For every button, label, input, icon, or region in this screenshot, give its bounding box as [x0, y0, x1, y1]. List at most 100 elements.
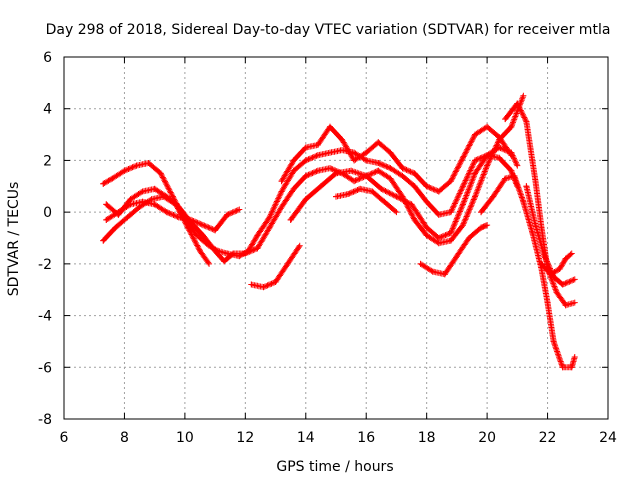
- data-point: [568, 250, 575, 257]
- y-tick-label: 2: [43, 153, 52, 169]
- data-point: [514, 100, 521, 107]
- data-point: [571, 353, 578, 360]
- data-point: [562, 302, 569, 309]
- data-point: [230, 250, 237, 257]
- data-point: [541, 253, 548, 260]
- data-point: [459, 201, 466, 208]
- data-point: [127, 201, 134, 208]
- data-point: [127, 196, 134, 203]
- y-tick-label: 4: [43, 102, 52, 118]
- data-point: [559, 281, 566, 288]
- y-tick-label: -8: [38, 412, 52, 428]
- data-point: [290, 157, 297, 164]
- data-point: [547, 271, 554, 278]
- series-track-3: [103, 198, 243, 234]
- data-point: [484, 222, 491, 229]
- data-point: [435, 188, 442, 195]
- data-point: [333, 170, 339, 177]
- data-point: [278, 203, 285, 210]
- data-point: [484, 162, 491, 169]
- data-point: [411, 170, 418, 177]
- data-point: [326, 123, 333, 130]
- data-point: [206, 260, 213, 267]
- data-point: [133, 162, 140, 169]
- data-point: [538, 260, 545, 267]
- data-point: [260, 284, 267, 291]
- data-point: [502, 116, 509, 123]
- series-track-1: [100, 147, 521, 260]
- data-point: [387, 149, 394, 156]
- x-tick-label: 18: [418, 430, 436, 446]
- data-point: [172, 201, 179, 208]
- data-point: [302, 196, 309, 203]
- data-point: [423, 224, 430, 231]
- data-point: [571, 299, 578, 306]
- data-point-run: [333, 191, 350, 200]
- data-point: [459, 183, 466, 190]
- data-point: [169, 193, 176, 200]
- data-point: [157, 170, 164, 177]
- data-point: [532, 178, 539, 185]
- data-point: [408, 201, 415, 208]
- data-point: [429, 268, 436, 275]
- series-track-12: [523, 183, 578, 288]
- data-point: [508, 167, 515, 174]
- data-point: [266, 214, 273, 221]
- data-point: [508, 123, 515, 130]
- data-point: [221, 258, 228, 265]
- data-point: [423, 232, 430, 239]
- series-track-5: [248, 242, 303, 291]
- data-point: [254, 232, 261, 239]
- data-point: [121, 167, 128, 174]
- data-point: [478, 209, 485, 216]
- data-point: [435, 235, 442, 241]
- data-point: [248, 281, 255, 288]
- data-point: [399, 172, 406, 179]
- series-track-8: [333, 185, 400, 216]
- data-point: [302, 157, 309, 164]
- data-point: [236, 206, 243, 213]
- data-point: [296, 242, 303, 249]
- data-point: [272, 278, 279, 285]
- data-point: [423, 183, 430, 190]
- data-point: [290, 167, 297, 174]
- data-point: [314, 152, 321, 159]
- data-point: [351, 157, 358, 164]
- data-point: [417, 260, 424, 267]
- data-point: [136, 203, 143, 210]
- x-tick-label: 6: [60, 430, 69, 446]
- data-point: [100, 180, 107, 187]
- data-point: [447, 178, 454, 185]
- data-point: [103, 201, 110, 208]
- data-point: [472, 193, 479, 200]
- data-point: [103, 216, 110, 223]
- data-point: [387, 165, 394, 172]
- data-point: [197, 247, 203, 254]
- y-tick-label: -6: [38, 360, 52, 376]
- data-point: [139, 188, 146, 195]
- x-axis-label: GPS time / hours: [276, 459, 393, 475]
- data-point: [502, 175, 509, 182]
- data-point: [109, 175, 116, 182]
- x-tick-label: 10: [176, 430, 194, 446]
- plot-frame: [63, 56, 609, 420]
- data-point: [523, 118, 530, 125]
- data-point: [290, 185, 297, 192]
- data-point: [242, 250, 249, 257]
- data-point: [523, 183, 530, 190]
- data-point: [314, 167, 321, 174]
- data-point: [163, 209, 170, 216]
- data-point: [266, 224, 273, 231]
- data-point-run: [121, 163, 139, 174]
- series-track-13: [538, 250, 575, 278]
- data-point: [399, 165, 406, 172]
- data-point: [459, 154, 466, 161]
- data-point: [115, 209, 122, 216]
- data-point: [200, 222, 207, 229]
- data-point: [339, 147, 346, 154]
- data-point: [571, 276, 578, 283]
- data-point: [378, 185, 385, 192]
- data-point: [326, 149, 333, 156]
- data-point: [148, 196, 155, 203]
